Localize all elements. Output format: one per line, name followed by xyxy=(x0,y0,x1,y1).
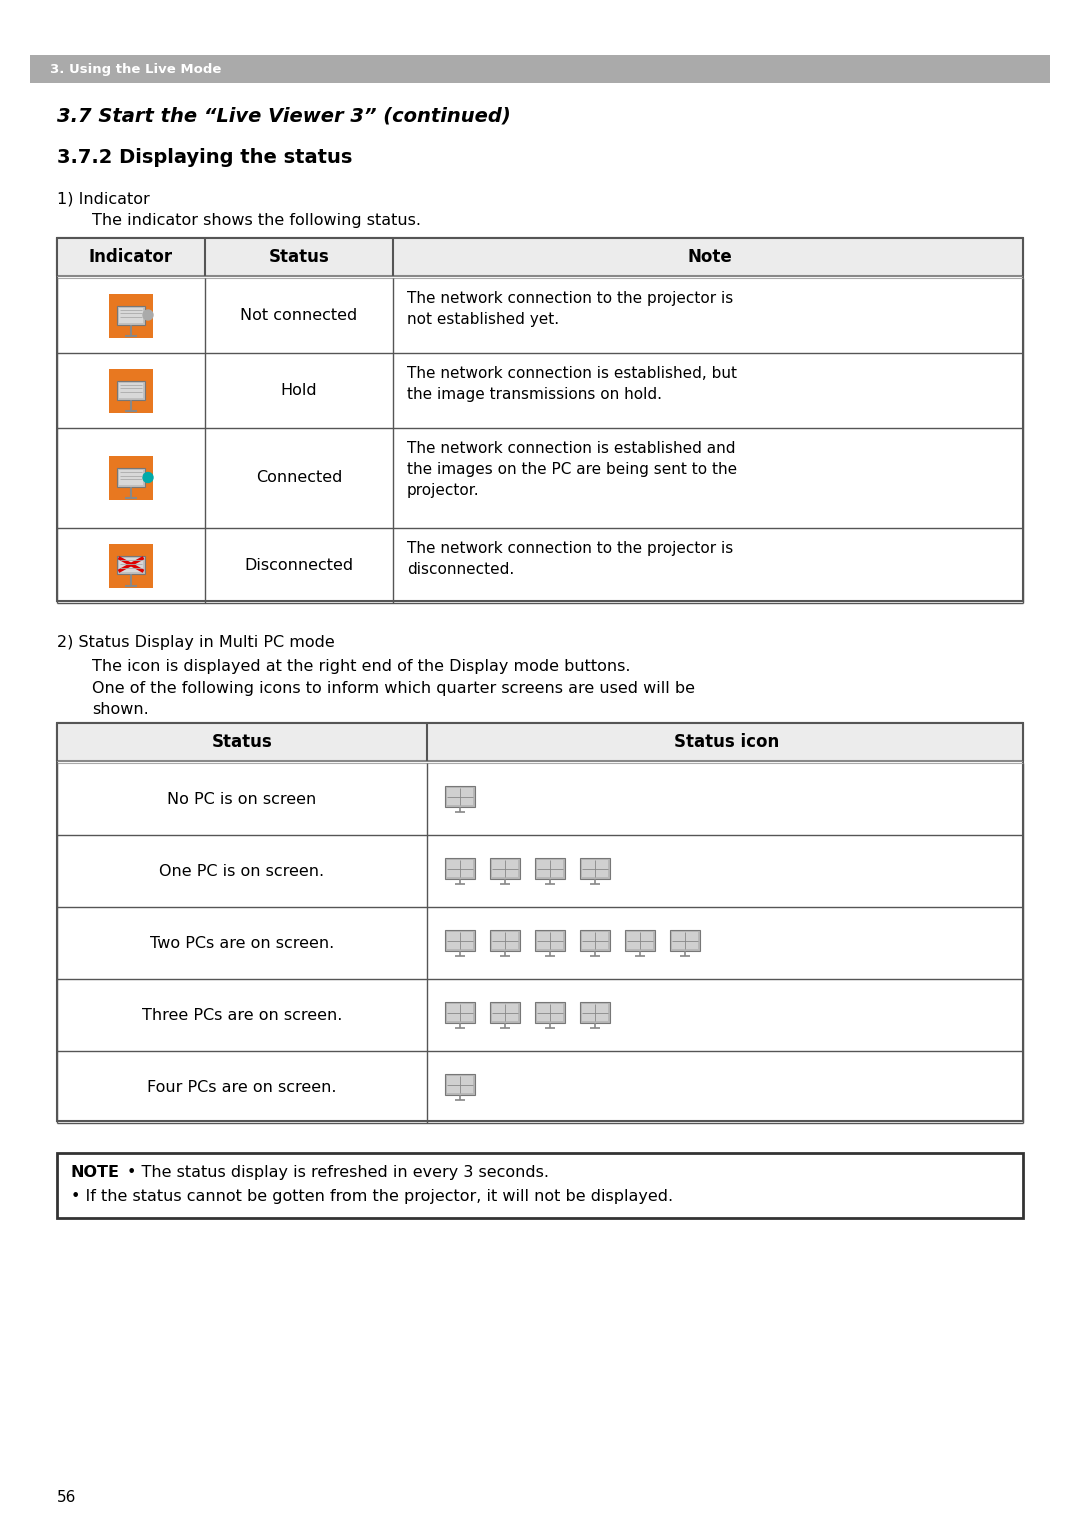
Bar xyxy=(580,1002,610,1023)
Bar xyxy=(57,237,1023,601)
Text: Three PCs are on screen.: Three PCs are on screen. xyxy=(141,1008,342,1022)
Bar xyxy=(580,858,610,879)
Bar xyxy=(535,1002,565,1023)
Text: 3. Using the Live Mode: 3. Using the Live Mode xyxy=(50,63,221,75)
Bar xyxy=(582,931,608,948)
Bar xyxy=(119,558,143,571)
Text: The icon is displayed at the right end of the Display mode buttons.: The icon is displayed at the right end o… xyxy=(92,659,631,674)
Bar xyxy=(57,723,1023,761)
Text: The network connection to the projector is
not established yet.: The network connection to the projector … xyxy=(407,291,733,326)
Bar xyxy=(119,308,143,323)
Bar xyxy=(670,930,700,951)
Bar xyxy=(30,55,1050,83)
Bar xyxy=(447,1075,473,1092)
Bar xyxy=(109,544,153,587)
Text: Status: Status xyxy=(269,248,329,267)
Bar xyxy=(537,859,563,876)
Text: The indicator shows the following status.: The indicator shows the following status… xyxy=(92,213,421,228)
Text: • If the status cannot be gotten from the projector, it will not be displayed.: • If the status cannot be gotten from th… xyxy=(71,1189,673,1204)
Bar xyxy=(117,380,145,400)
Text: Indicator: Indicator xyxy=(89,248,173,267)
Bar xyxy=(117,467,145,487)
Bar xyxy=(57,1154,1023,1218)
Text: Hold: Hold xyxy=(281,383,318,398)
Bar xyxy=(582,859,608,876)
Bar xyxy=(447,1003,473,1020)
Bar xyxy=(537,1003,563,1020)
Bar xyxy=(447,859,473,876)
Bar xyxy=(492,931,518,948)
Text: 3.7.2 Displaying the status: 3.7.2 Displaying the status xyxy=(57,149,352,167)
Text: The network connection is established, but
the image transmissions on hold.: The network connection is established, b… xyxy=(407,366,737,401)
Text: Two PCs are on screen.: Two PCs are on screen. xyxy=(150,936,334,950)
Bar xyxy=(445,858,475,879)
Text: Connected: Connected xyxy=(256,470,342,486)
Text: No PC is on screen: No PC is on screen xyxy=(167,792,316,806)
Bar xyxy=(492,859,518,876)
Text: One of the following icons to inform which quarter screens are used will be
show: One of the following icons to inform whi… xyxy=(92,682,696,717)
Bar xyxy=(625,930,654,951)
Bar xyxy=(490,930,519,951)
Text: 1) Indicator: 1) Indicator xyxy=(57,192,150,205)
Text: Status icon: Status icon xyxy=(674,732,780,751)
Bar xyxy=(119,383,143,397)
Text: Status: Status xyxy=(212,732,272,751)
Bar xyxy=(117,305,145,325)
Bar xyxy=(445,786,475,807)
Text: The network connection to the projector is
disconnected.: The network connection to the projector … xyxy=(407,541,733,578)
Text: Disconnected: Disconnected xyxy=(244,558,353,573)
Text: Four PCs are on screen.: Four PCs are on screen. xyxy=(147,1080,337,1094)
Bar xyxy=(57,723,1023,1121)
Bar xyxy=(535,858,565,879)
Bar xyxy=(109,369,153,412)
Bar xyxy=(447,931,473,948)
Bar xyxy=(582,1003,608,1020)
Bar xyxy=(445,930,475,951)
Text: • The status display is refreshed in every 3 seconds.: • The status display is refreshed in eve… xyxy=(127,1164,549,1180)
Bar xyxy=(109,294,153,337)
Bar xyxy=(537,931,563,948)
Bar xyxy=(672,931,698,948)
Bar xyxy=(490,1002,519,1023)
Text: The network connection is established and
the images on the PC are being sent to: The network connection is established an… xyxy=(407,441,738,498)
Text: NOTE: NOTE xyxy=(71,1164,120,1180)
Circle shape xyxy=(143,472,153,483)
Bar xyxy=(580,930,610,951)
Text: One PC is on screen.: One PC is on screen. xyxy=(160,864,325,878)
Bar xyxy=(627,931,653,948)
Bar xyxy=(445,1074,475,1095)
Bar xyxy=(535,930,565,951)
Bar xyxy=(447,787,473,804)
Bar xyxy=(492,1003,518,1020)
Bar xyxy=(109,457,153,499)
Bar xyxy=(490,858,519,879)
Text: 2) Status Display in Multi PC mode: 2) Status Display in Multi PC mode xyxy=(57,634,335,650)
Bar xyxy=(119,470,143,486)
Text: Not connected: Not connected xyxy=(241,308,357,323)
Text: 56: 56 xyxy=(57,1491,77,1504)
Circle shape xyxy=(143,309,153,320)
Bar xyxy=(117,556,145,573)
Bar xyxy=(57,237,1023,276)
Text: 3.7 Start the “Live Viewer 3” (continued): 3.7 Start the “Live Viewer 3” (continued… xyxy=(57,107,511,126)
Bar xyxy=(445,1002,475,1023)
Text: Note: Note xyxy=(688,248,732,267)
